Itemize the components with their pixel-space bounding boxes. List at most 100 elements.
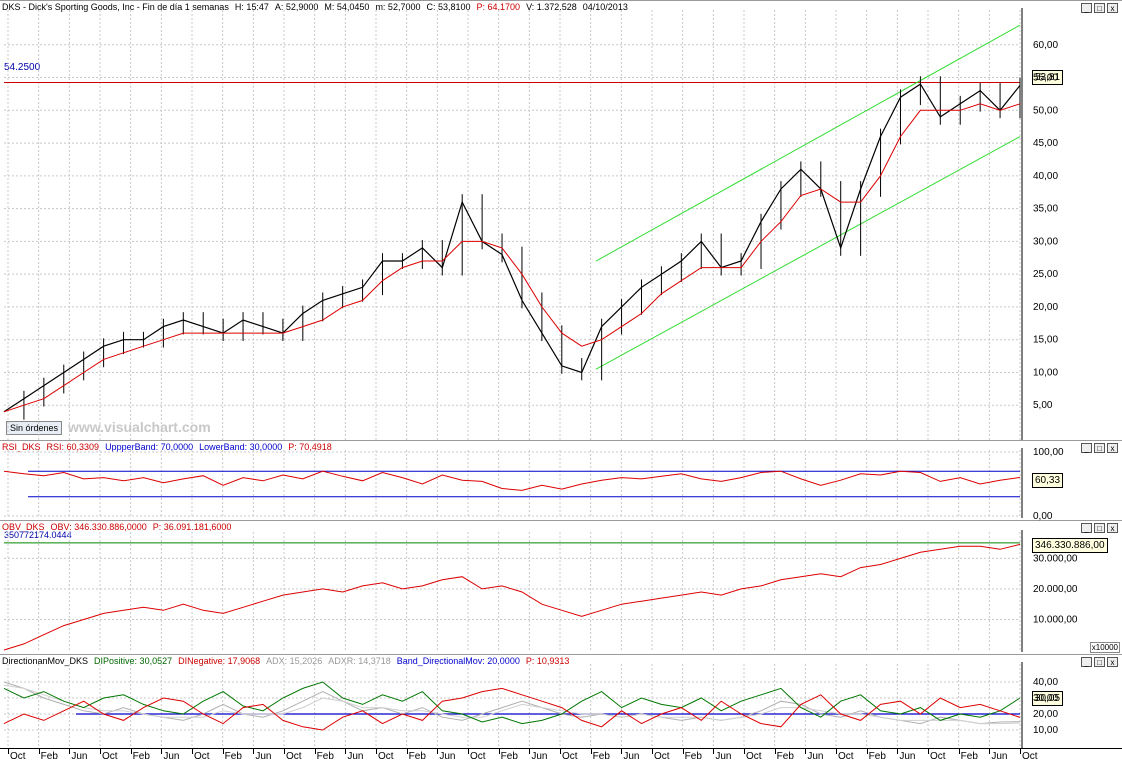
x-axis-label: Oct bbox=[102, 751, 118, 762]
x-axis-tick bbox=[652, 749, 653, 754]
rsi-header-item: LowerBand: 30,0000 bbox=[199, 442, 283, 452]
price-y-tick-label: 10,00 bbox=[1033, 367, 1058, 378]
rsi-window-buttons: _ □ x bbox=[1081, 443, 1118, 453]
channel-upper-line bbox=[595, 24, 1021, 262]
price-header-item: 04/10/2013 bbox=[582, 2, 628, 12]
x-axis-label: Oct bbox=[194, 751, 210, 762]
price-header-item: M: 54,0450 bbox=[324, 2, 370, 12]
x-axis-label: Oct bbox=[378, 751, 394, 762]
close-button[interactable]: x bbox=[1107, 443, 1118, 453]
x-axis-tick bbox=[345, 749, 347, 754]
x-axis-label: Jun bbox=[439, 751, 456, 762]
dmi-header-item: ADXR: 14,3718 bbox=[328, 656, 391, 666]
x-axis-tick bbox=[897, 749, 899, 754]
price-header-item: V: 1.372.528 bbox=[526, 2, 577, 12]
x-axis: Oct Feb Jun Oct Feb Jun Oct Feb Jun Oct Feb Jun Oct F… bbox=[0, 748, 1122, 765]
x-axis-label: Jun bbox=[255, 751, 272, 762]
obv-last-value: 346.330.886,00 bbox=[1032, 538, 1108, 553]
x-axis-tick bbox=[928, 749, 929, 754]
x-axis-label: Feb bbox=[592, 751, 610, 762]
x-axis-tick bbox=[1020, 749, 1021, 754]
rsi-line bbox=[3, 470, 1021, 491]
x-axis-label: Oct bbox=[470, 751, 486, 762]
x-axis-label: Feb bbox=[868, 751, 886, 762]
rsi-panel: RSI_DKS RSI: 60,3309 UppperBand: 70,0000 Lo… bbox=[0, 440, 1122, 520]
x-axis-label: Feb bbox=[316, 751, 334, 762]
minimize-button[interactable]: _ bbox=[1081, 657, 1092, 667]
x-axis-tick bbox=[130, 749, 132, 754]
maximize-button[interactable]: □ bbox=[1094, 3, 1105, 13]
maximize-button[interactable]: □ bbox=[1094, 657, 1105, 667]
x-axis-label: Feb bbox=[40, 751, 58, 762]
price-y-tick-label: 45,00 bbox=[1033, 138, 1058, 149]
x-axis-label: Oct bbox=[654, 751, 670, 762]
x-axis-tick bbox=[69, 749, 71, 754]
close-button[interactable]: x bbox=[1107, 657, 1118, 667]
rsi-last-value: 60,33 bbox=[1032, 473, 1064, 488]
x-axis-tick bbox=[866, 749, 868, 754]
price-header-item: H: 15:47 bbox=[234, 2, 269, 12]
dmi-y-tick-label: 30,00 bbox=[1033, 693, 1058, 704]
price-panel: DKS - Dick's Sporting Goods, Inc - Fin d… bbox=[0, 0, 1122, 435]
dmi-header-item: DINegative: 17,9068 bbox=[178, 656, 261, 666]
maximize-button[interactable]: □ bbox=[1094, 523, 1105, 533]
price-window-buttons: _ □ x bbox=[1081, 3, 1118, 13]
price-header-item: P: 64,1700 bbox=[476, 2, 521, 12]
price-moving-average-line bbox=[3, 103, 1021, 413]
price-y-tick-label: 60,00 bbox=[1033, 40, 1058, 51]
x-axis-tick bbox=[468, 749, 469, 754]
price-y-tick-label: 15,00 bbox=[1033, 335, 1058, 346]
x-axis-label: Feb bbox=[776, 751, 794, 762]
resistance-label: 54.2500 bbox=[4, 62, 41, 73]
minimize-button[interactable]: _ bbox=[1081, 523, 1092, 533]
x-axis-label: Oct bbox=[838, 751, 854, 762]
close-button[interactable]: x bbox=[1107, 3, 1118, 13]
maximize-button[interactable]: □ bbox=[1094, 443, 1105, 453]
rsi-y-tick-label: 100,00 bbox=[1033, 447, 1064, 458]
obv-header-item: OBV_DKS bbox=[2, 522, 45, 532]
x-axis-label: Feb bbox=[960, 751, 978, 762]
obv-panel-header: OBV_DKS OBV: 346.330.886,0000 P: 36.091.18… bbox=[2, 522, 237, 532]
di-negative-line bbox=[3, 687, 1021, 731]
dmi-header-item: P: 10,9313 bbox=[525, 656, 570, 666]
minimize-button[interactable]: _ bbox=[1081, 443, 1092, 453]
obv-header-item: OBV: 346.330.886,0000 bbox=[50, 522, 147, 532]
minimize-button[interactable]: _ bbox=[1081, 3, 1092, 13]
x-axis-tick bbox=[161, 749, 163, 754]
x-axis-tick bbox=[682, 749, 684, 754]
x-axis-tick bbox=[590, 749, 592, 754]
x-axis-tick bbox=[958, 749, 960, 754]
x-axis-tick bbox=[100, 749, 101, 754]
obv-sub-label: 350772174.0444 bbox=[4, 530, 72, 540]
x-axis-label: Oct bbox=[1022, 751, 1038, 762]
price-y-tick-label: 25,00 bbox=[1033, 269, 1058, 280]
close-button[interactable]: x bbox=[1107, 523, 1118, 533]
price-y-tick-label: 30,00 bbox=[1033, 236, 1058, 247]
adxr-line bbox=[3, 684, 1021, 725]
dmi-y-tick-label: 20,00 bbox=[1033, 709, 1058, 720]
dmi-y-tick-label: 10,00 bbox=[1033, 725, 1058, 736]
price-y-tick-label: 35,00 bbox=[1033, 204, 1058, 215]
price-y-tick-label: 20,00 bbox=[1033, 302, 1058, 313]
x-axis-tick bbox=[38, 749, 40, 754]
x-axis-tick bbox=[253, 749, 255, 754]
x-axis-label: Feb bbox=[684, 751, 702, 762]
x-axis-label: Jun bbox=[899, 751, 916, 762]
dmi-window-buttons: _ □ x bbox=[1081, 657, 1118, 667]
price-header-item: DKS - Dick's Sporting Goods, Inc - Fin d… bbox=[2, 2, 229, 12]
rsi-y-tick-label: 0,00 bbox=[1033, 511, 1053, 522]
orders-button[interactable]: Sin órdenes bbox=[6, 421, 63, 435]
dmi-header-item: Band_DirectionalMov: 20,0000 bbox=[396, 656, 520, 666]
x-axis-tick bbox=[713, 749, 715, 754]
obv-panel: OBV_DKS OBV: 346.330.886,0000 P: 36.091.18… bbox=[0, 520, 1122, 654]
obv-header-item: P: 36.091.181,6000 bbox=[152, 522, 232, 532]
x-axis-label: Oct bbox=[286, 751, 302, 762]
x-axis-label: Oct bbox=[746, 751, 762, 762]
dmi-panel: DirectionanMov_DKS DIPositive: 30,0527 DIN… bbox=[0, 654, 1122, 748]
rsi-header-item: P: 70,4918 bbox=[288, 442, 332, 452]
dmi-header-item: DIPositive: 30,0527 bbox=[94, 656, 173, 666]
obv-y-tick-label: 30.000,00 bbox=[1033, 553, 1078, 564]
adx-line bbox=[3, 681, 1021, 725]
x-axis-label: Jun bbox=[715, 751, 732, 762]
dmi-header-item: ADX: 15,2026 bbox=[266, 656, 323, 666]
